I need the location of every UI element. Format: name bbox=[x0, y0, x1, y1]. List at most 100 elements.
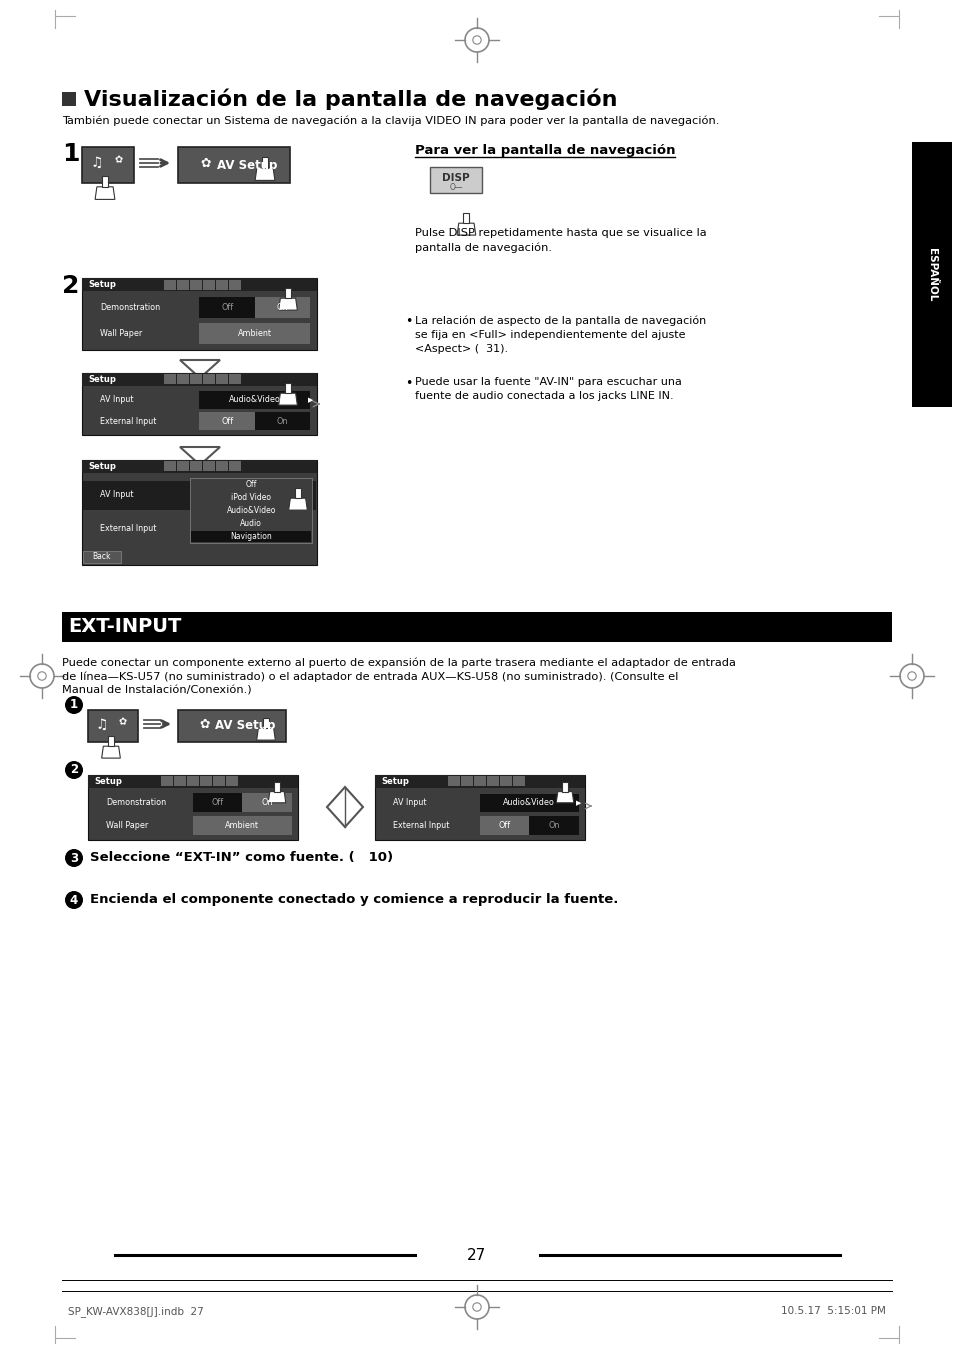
Polygon shape bbox=[285, 288, 291, 298]
Text: ▶: ▶ bbox=[576, 800, 581, 806]
Polygon shape bbox=[102, 176, 108, 187]
Bar bbox=[190, 478, 312, 543]
Polygon shape bbox=[289, 498, 307, 510]
Text: DISP: DISP bbox=[442, 173, 469, 183]
Polygon shape bbox=[285, 383, 291, 393]
Bar bbox=[216, 462, 228, 471]
Text: Setup: Setup bbox=[380, 777, 409, 787]
Text: Wall Paper: Wall Paper bbox=[100, 329, 142, 338]
Text: Back: Back bbox=[92, 552, 112, 562]
Bar bbox=[88, 709, 138, 742]
Bar bbox=[229, 279, 241, 290]
Text: 1: 1 bbox=[70, 699, 78, 711]
Text: •: • bbox=[405, 315, 412, 328]
Text: ✿: ✿ bbox=[199, 718, 210, 731]
Bar bbox=[190, 462, 202, 471]
Text: Off: Off bbox=[221, 303, 233, 313]
Text: ✿: ✿ bbox=[119, 718, 127, 727]
Text: Manual de Instalación/Conexión.): Manual de Instalación/Conexión.) bbox=[62, 686, 252, 696]
Text: ESPAÑOL: ESPAÑOL bbox=[926, 248, 936, 301]
Text: O—: O— bbox=[449, 183, 462, 192]
Bar bbox=[911, 142, 951, 408]
Bar bbox=[216, 279, 228, 290]
Bar bbox=[229, 375, 241, 385]
Text: Audio&Video: Audio&Video bbox=[226, 506, 275, 515]
Bar bbox=[82, 372, 316, 435]
Bar bbox=[177, 375, 189, 385]
Bar bbox=[203, 279, 215, 290]
Text: Setup: Setup bbox=[88, 280, 115, 288]
Bar bbox=[479, 816, 529, 834]
Text: También puede conectar un Sistema de navegación a la clavija VIDEO IN para poder: También puede conectar un Sistema de nav… bbox=[62, 115, 719, 126]
Bar bbox=[88, 774, 297, 839]
Text: AV Input: AV Input bbox=[100, 395, 133, 405]
Bar bbox=[62, 92, 76, 106]
Bar bbox=[190, 375, 202, 385]
Bar bbox=[62, 612, 891, 642]
Text: Off: Off bbox=[212, 799, 224, 807]
Text: Setup: Setup bbox=[88, 462, 115, 471]
Bar bbox=[479, 816, 578, 834]
Bar bbox=[82, 148, 133, 183]
Text: •: • bbox=[405, 376, 412, 390]
Text: Para ver la pantalla de navegación: Para ver la pantalla de navegación bbox=[415, 144, 675, 157]
Bar bbox=[203, 375, 215, 385]
Bar bbox=[193, 793, 292, 812]
Bar bbox=[164, 375, 176, 385]
Text: EXT-INPUT: EXT-INPUT bbox=[68, 617, 181, 636]
Text: ▶: ▶ bbox=[308, 397, 314, 403]
Text: Seleccione “EXT-IN” como fuente. (   10): Seleccione “EXT-IN” como fuente. ( 10) bbox=[90, 852, 393, 864]
Text: External Input: External Input bbox=[100, 417, 156, 425]
Text: La relación de aspecto de la pantalla de navegación
se fija en <Full> independie: La relación de aspecto de la pantalla de… bbox=[415, 315, 705, 353]
Text: ✿: ✿ bbox=[114, 156, 122, 165]
Polygon shape bbox=[278, 393, 297, 405]
Text: ✿: ✿ bbox=[200, 157, 211, 169]
Bar bbox=[375, 774, 584, 788]
Text: Wall Paper: Wall Paper bbox=[106, 821, 148, 830]
Bar bbox=[191, 531, 311, 543]
Bar bbox=[199, 297, 310, 318]
Bar bbox=[375, 774, 584, 839]
Polygon shape bbox=[254, 168, 274, 180]
Bar bbox=[199, 322, 310, 344]
Bar bbox=[229, 462, 241, 471]
Text: de línea—KS-U57 (no suministrado) o el adaptador de entrada AUX—KS-U58 (no sumin: de línea—KS-U57 (no suministrado) o el a… bbox=[62, 672, 678, 682]
Text: Pulse DISP repetidamente hasta que se visualice la
pantalla de navegación.: Pulse DISP repetidamente hasta que se vi… bbox=[415, 227, 706, 253]
Polygon shape bbox=[108, 737, 113, 746]
Bar bbox=[199, 391, 310, 409]
Text: External Input: External Input bbox=[393, 821, 449, 830]
Text: 2: 2 bbox=[70, 764, 78, 776]
Text: AV Setup: AV Setup bbox=[217, 158, 277, 172]
Text: 10.5.17  5:15:01 PM: 10.5.17 5:15:01 PM bbox=[781, 1307, 885, 1316]
Bar bbox=[174, 776, 186, 787]
Bar bbox=[82, 460, 316, 473]
Text: Navigation: Navigation bbox=[230, 532, 272, 542]
Polygon shape bbox=[102, 746, 120, 758]
Bar bbox=[177, 279, 189, 290]
Bar bbox=[461, 776, 473, 787]
Bar bbox=[164, 279, 176, 290]
Text: On: On bbox=[276, 417, 288, 425]
Text: ♫: ♫ bbox=[95, 718, 108, 731]
Circle shape bbox=[65, 761, 83, 779]
Text: iPod Video: iPod Video bbox=[231, 493, 271, 502]
Polygon shape bbox=[261, 157, 268, 168]
Bar bbox=[190, 279, 202, 290]
Bar bbox=[430, 167, 481, 194]
Bar bbox=[178, 709, 286, 742]
Text: Off: Off bbox=[498, 821, 510, 830]
Text: Visualización de la pantalla de navegación: Visualización de la pantalla de navegaci… bbox=[84, 88, 617, 110]
Bar bbox=[193, 793, 242, 812]
Bar bbox=[487, 776, 499, 787]
Text: Setup: Setup bbox=[88, 375, 115, 385]
Bar bbox=[193, 816, 292, 834]
Text: 3: 3 bbox=[70, 852, 78, 864]
Bar bbox=[188, 776, 199, 787]
Bar bbox=[199, 322, 310, 344]
Bar bbox=[82, 372, 316, 386]
Circle shape bbox=[65, 849, 83, 867]
Text: 1: 1 bbox=[62, 142, 79, 167]
Bar bbox=[177, 462, 189, 471]
Text: SP_KW-AVX838[J].indb  27: SP_KW-AVX838[J].indb 27 bbox=[68, 1307, 204, 1317]
Text: Puede usar la fuente "AV-IN" para escuchar una
fuente de audio conectada a los j: Puede usar la fuente "AV-IN" para escuch… bbox=[415, 376, 681, 401]
